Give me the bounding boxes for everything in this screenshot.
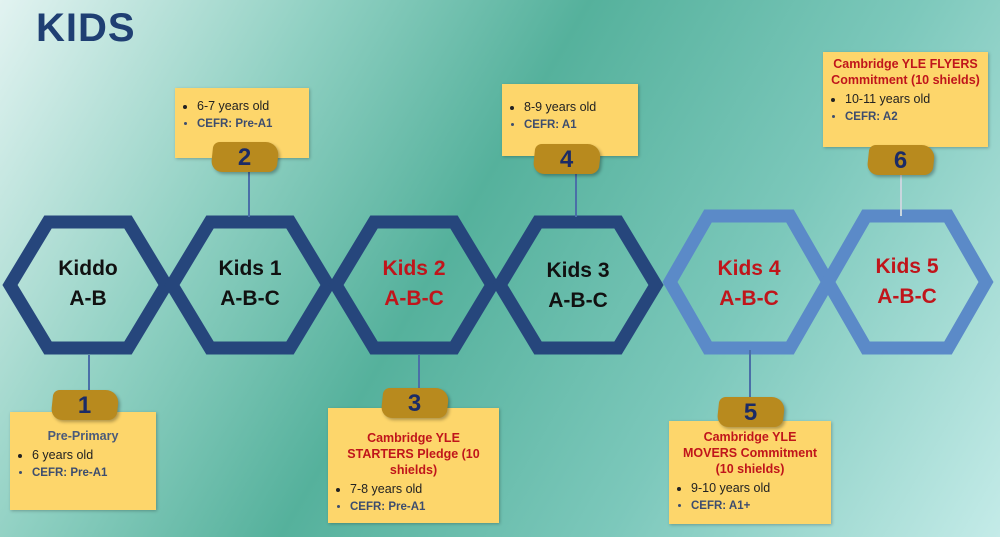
hexagon-kids-3 bbox=[492, 215, 664, 355]
note-heading: Pre-Primary bbox=[47, 429, 119, 443]
level-kids-4: Kids 4 A-B-C bbox=[679, 254, 819, 314]
note-cefr: CEFR: Pre-A1 bbox=[197, 115, 301, 133]
badge-number: 2 bbox=[238, 144, 252, 171]
level-sub: A-B-C bbox=[384, 287, 444, 310]
note-heading: Cambridge YLE STARTERS Pledge (10 shield… bbox=[347, 431, 480, 477]
note-age: 8-9 years old bbox=[524, 98, 630, 116]
badge-5: 5 bbox=[716, 397, 786, 427]
level-name: Kids 1 bbox=[218, 257, 282, 280]
connector-1 bbox=[88, 355, 90, 395]
badge-number: 3 bbox=[408, 390, 422, 417]
note-6: Cambridge YLE FLYERS Commitment (10 shie… bbox=[823, 52, 988, 147]
level-sub: A-B-C bbox=[719, 287, 779, 310]
note-3: Cambridge YLE STARTERS Pledge (10 shield… bbox=[328, 408, 499, 523]
connector-2 bbox=[248, 165, 250, 217]
connector-3 bbox=[418, 355, 420, 395]
level-kids-2: Kids 2 A-B-C bbox=[344, 254, 484, 314]
connector-4 bbox=[575, 165, 577, 217]
level-sub: A-B-C bbox=[220, 287, 280, 310]
level-name: Kids 4 bbox=[717, 257, 781, 280]
level-sub: A-B-C bbox=[877, 285, 937, 308]
level-kids-5: Kids 5 A-B-C bbox=[837, 252, 977, 312]
badge-2: 2 bbox=[210, 142, 280, 172]
level-name: Kids 3 bbox=[546, 259, 610, 282]
level-sub: A-B-C bbox=[548, 289, 608, 312]
note-age: 6-7 years old bbox=[197, 97, 301, 115]
note-cefr: CEFR: A1 bbox=[524, 116, 630, 134]
badge-number: 1 bbox=[78, 392, 92, 419]
note-5: Cambridge YLE MOVERS Commitment (10 shie… bbox=[669, 421, 831, 524]
badge-1: 1 bbox=[50, 390, 120, 420]
note-4: 8-9 years oldCEFR: A1 bbox=[502, 84, 638, 156]
note-cefr: CEFR: Pre-A1 bbox=[32, 464, 148, 482]
connector-6 bbox=[900, 168, 902, 216]
level-sub: A-B bbox=[69, 287, 107, 310]
level-name: Kids 5 bbox=[875, 255, 939, 278]
note-age: 7-8 years old bbox=[350, 480, 491, 498]
note-heading: Cambridge YLE MOVERS Commitment (10 shie… bbox=[682, 430, 818, 476]
badge-6: 6 bbox=[866, 145, 936, 175]
connector-5 bbox=[749, 350, 751, 398]
level-kids-3: Kids 3 A-B-C bbox=[508, 256, 648, 316]
level-name: Kiddo bbox=[58, 257, 118, 280]
note-1: Pre-Primary 6 years oldCEFR: Pre-A1 bbox=[10, 412, 156, 510]
level-kiddo: Kiddo A-B bbox=[18, 254, 158, 314]
hexagon-kids-2 bbox=[328, 215, 500, 355]
page-title: KIDS bbox=[36, 6, 136, 50]
hexagon-kids-5 bbox=[820, 209, 994, 355]
note-cefr: CEFR: Pre-A1 bbox=[350, 498, 491, 516]
note-age: 9-10 years old bbox=[691, 479, 823, 497]
note-age: 6 years old bbox=[32, 446, 148, 464]
note-heading: Cambridge YLE FLYERS Commitment (10 shie… bbox=[831, 57, 980, 87]
badge-number: 4 bbox=[560, 146, 574, 173]
note-cefr: CEFR: A1+ bbox=[691, 497, 823, 515]
badge-4: 4 bbox=[532, 144, 602, 174]
badge-number: 5 bbox=[744, 399, 758, 426]
note-age: 10-11 years old bbox=[845, 90, 980, 108]
hexagon-kids-1 bbox=[164, 215, 336, 355]
level-name: Kids 2 bbox=[382, 257, 446, 280]
badge-3: 3 bbox=[380, 388, 450, 418]
badge-number: 6 bbox=[894, 147, 908, 174]
note-cefr: CEFR: A2 bbox=[845, 108, 980, 126]
level-kids-1: Kids 1 A-B-C bbox=[180, 254, 320, 314]
